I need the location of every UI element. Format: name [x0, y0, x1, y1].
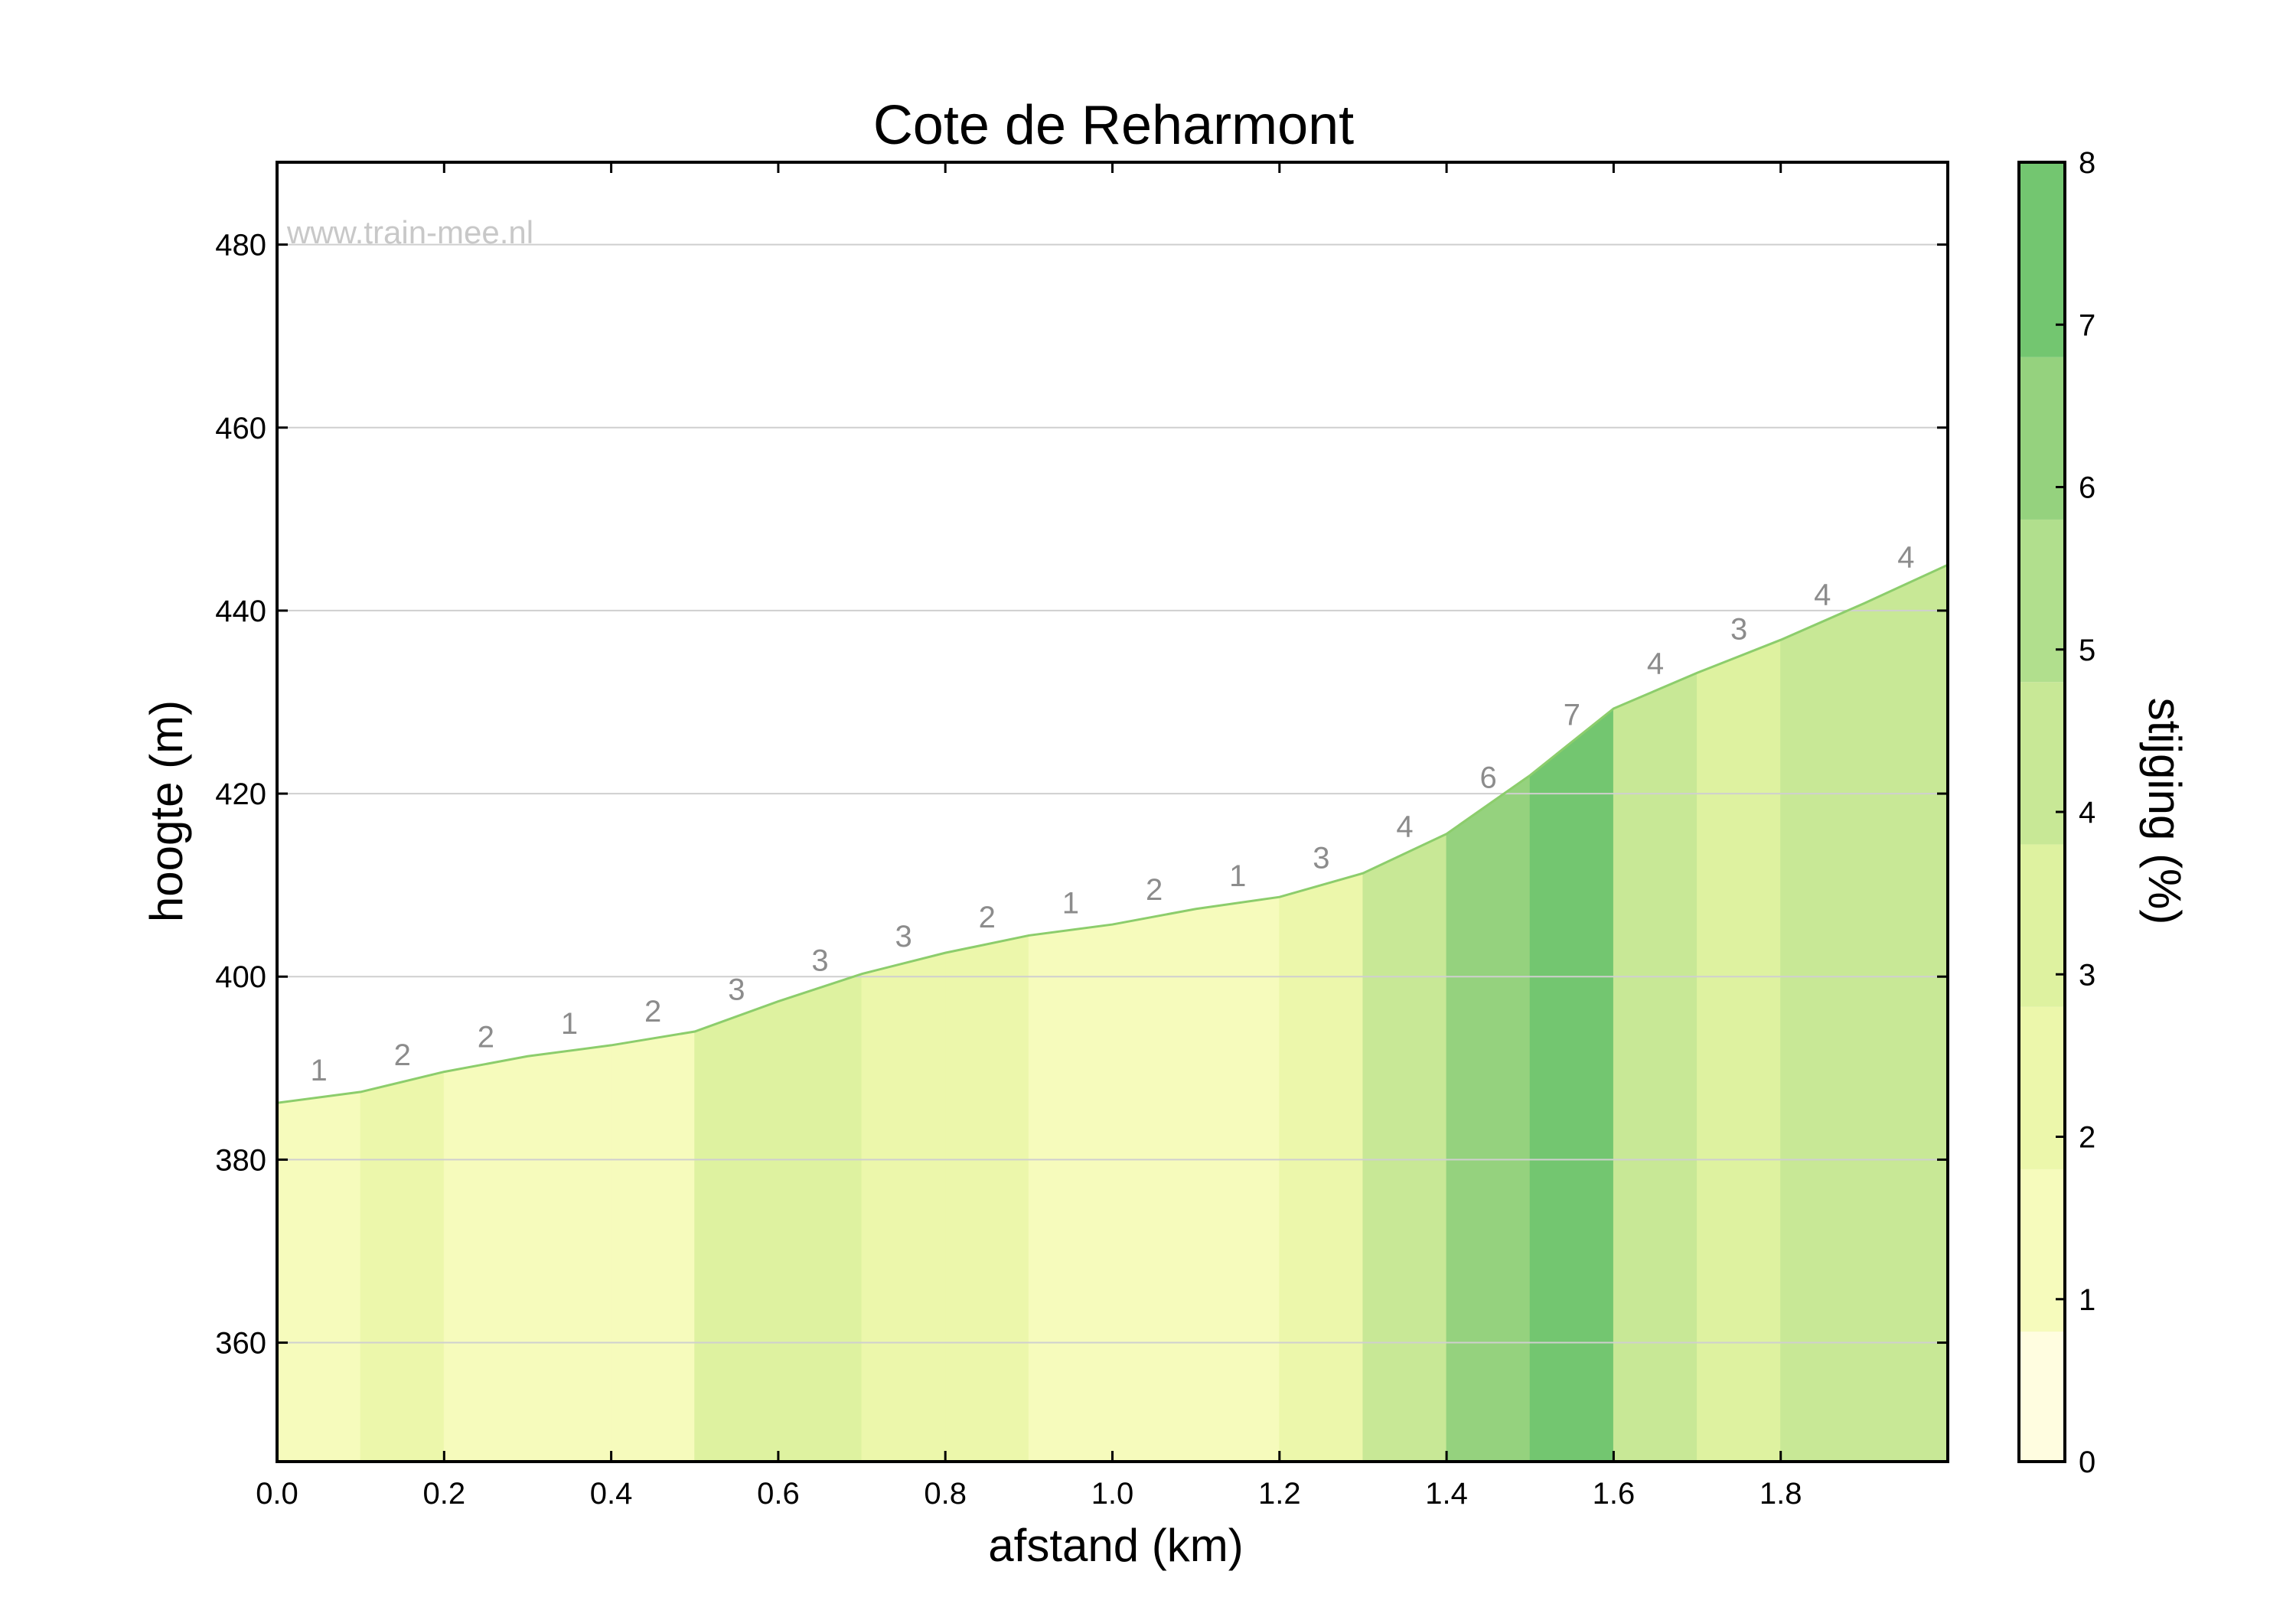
- gradient-label-19: 4: [1814, 578, 1831, 611]
- colorbar-band-8: [2019, 162, 2065, 357]
- x-tick-label-7: 1.4: [1425, 1477, 1468, 1511]
- gradient-label-17: 4: [1647, 647, 1664, 681]
- x-tick-label-0: 0.0: [256, 1477, 298, 1511]
- profile-segment-20: [1864, 564, 1949, 1462]
- colorbar-tick-label-3: 3: [2079, 958, 2095, 992]
- gradient-label-10: 1: [1062, 886, 1079, 920]
- colorbar: [2019, 162, 2065, 1462]
- gradient-label-15: 6: [1480, 761, 1497, 794]
- colorbar-label: stijging (%): [2139, 698, 2190, 925]
- y-tick-label-3: 420: [215, 777, 266, 811]
- colorbar-tick-label-7: 7: [2079, 308, 2095, 342]
- x-tick-label-3: 0.6: [757, 1477, 800, 1511]
- profile-line-group: [276, 563, 1949, 1104]
- x-tick-label-2: 0.4: [590, 1477, 633, 1511]
- x-tick-label-9: 1.8: [1760, 1477, 1802, 1511]
- colorbar-tick-label-2: 2: [2079, 1121, 2095, 1155]
- gradient-label-11: 2: [1146, 873, 1163, 907]
- gradient-label-3: 2: [478, 1020, 494, 1054]
- colorbar-tick-label-6: 6: [2079, 471, 2095, 505]
- x-tick-label-5: 1.0: [1091, 1477, 1134, 1511]
- colorbar-band-1: [2019, 1332, 2065, 1462]
- colorbar-ticks: 0 1 2 3 4 5 6 7 8: [2056, 146, 2095, 1479]
- gradient-label-1: 1: [310, 1054, 327, 1087]
- gradient-label-4: 1: [561, 1007, 578, 1041]
- grid-lines: [277, 243, 1948, 1344]
- colorbar-band-3: [2019, 1006, 2065, 1169]
- y-tick-label-2: 400: [215, 960, 266, 994]
- gradient-label-12: 1: [1229, 859, 1246, 893]
- profile-segment-19: [1780, 602, 1865, 1462]
- y-axis-label: hoogte (m): [141, 700, 192, 922]
- profile-fills: [276, 564, 1949, 1462]
- gradient-labels: 1 2 2 1 2 3 3 3 2 1 2 1 3 4 6 7 4 3 4 4: [310, 540, 1914, 1087]
- gradient-label-5: 2: [644, 995, 661, 1028]
- profile-segment-7: [778, 973, 863, 1462]
- profile-segment-15: [1446, 774, 1531, 1462]
- gradient-label-9: 2: [979, 901, 996, 934]
- gradient-label-18: 3: [1730, 613, 1747, 647]
- x-axis-label: afstand (km): [988, 1520, 1243, 1571]
- y-tick-label-6: 480: [215, 229, 266, 262]
- profile-segment-16: [1529, 707, 1614, 1462]
- gradient-label-14: 4: [1396, 810, 1413, 843]
- profile-segment-14: [1362, 833, 1447, 1462]
- colorbar-tick-label-1: 1: [2079, 1283, 2095, 1317]
- profile-segment-8: [861, 952, 946, 1462]
- colorbar-band-7: [2019, 357, 2065, 520]
- gradient-label-2: 2: [394, 1038, 411, 1072]
- x-tick-label-6: 1.2: [1258, 1477, 1301, 1511]
- watermark: www.train-mee.nl: [286, 214, 533, 250]
- gradient-label-20: 4: [1897, 540, 1914, 574]
- gradient-label-13: 3: [1313, 842, 1329, 875]
- profile-segment-2: [360, 1071, 445, 1462]
- gradient-label-8: 3: [895, 920, 912, 953]
- colorbar-tick-label-5: 5: [2079, 634, 2095, 667]
- colorbar-band-6: [2019, 519, 2065, 683]
- profile-segment-10: [1028, 924, 1113, 1462]
- colorbar-band-5: [2019, 682, 2065, 845]
- profile-segment-4: [527, 1045, 612, 1462]
- x-tick-label-4: 0.8: [924, 1477, 967, 1511]
- profile-segment-1: [276, 1091, 361, 1462]
- y-tick-label-4: 440: [215, 595, 266, 628]
- x-tick-label-1: 0.2: [422, 1477, 465, 1511]
- x-tick-label-8: 1.6: [1593, 1477, 1636, 1511]
- gradient-label-7: 3: [811, 944, 828, 978]
- profile-line: [276, 563, 1949, 1104]
- colorbar-tick-label-8: 8: [2079, 146, 2095, 180]
- y-tick-label-0: 360: [215, 1327, 266, 1361]
- profile-segment-13: [1279, 872, 1364, 1462]
- colorbar-band-2: [2019, 1169, 2065, 1332]
- colorbar-tick-label-0: 0: [2079, 1446, 2095, 1479]
- colorbar-tick-label-4: 4: [2079, 796, 2095, 830]
- chart-title: Cote de Reharmont: [873, 95, 1354, 156]
- profile-segment-9: [944, 934, 1029, 1462]
- y-tick-label-1: 380: [215, 1143, 266, 1177]
- profile-segment-5: [611, 1031, 696, 1462]
- profile-segment-6: [694, 1000, 779, 1462]
- profile-segment-12: [1195, 896, 1280, 1462]
- profile-segment-11: [1112, 908, 1197, 1462]
- profile-segment-3: [443, 1055, 528, 1462]
- gradient-label-16: 7: [1564, 699, 1580, 732]
- profile-segment-18: [1697, 639, 1782, 1462]
- x-axis-ticks: 0.0 0.2 0.4 0.6 0.8 1.0 1.2 1.4 1.6 1.8: [256, 162, 1802, 1511]
- gradient-label-6: 3: [728, 973, 745, 1006]
- colorbar-band-4: [2019, 844, 2065, 1007]
- y-axis-ticks: 360 380 400 420 440 460 480: [215, 229, 1948, 1361]
- y-tick-label-5: 460: [215, 412, 266, 445]
